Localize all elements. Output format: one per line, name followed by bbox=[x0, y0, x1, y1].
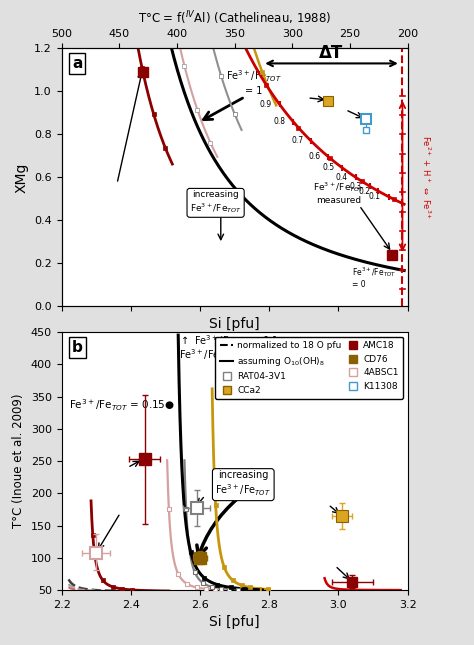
Text: increasing
Fe$^{3+}$/Fe$_{TOT}$: increasing Fe$^{3+}$/Fe$_{TOT}$ bbox=[190, 190, 241, 215]
Text: Fe$^{3+}$/Fe$_{TOT}$
= 0: Fe$^{3+}$/Fe$_{TOT}$ = 0 bbox=[352, 264, 396, 289]
Text: Fe$^{3+}$/Fe$_{TOT}$: Fe$^{3+}$/Fe$_{TOT}$ bbox=[226, 69, 282, 84]
Text: b: b bbox=[72, 340, 83, 355]
X-axis label: Si [pfu]: Si [pfu] bbox=[210, 317, 260, 332]
Text: 0.8: 0.8 bbox=[274, 117, 286, 126]
Text: 0.7: 0.7 bbox=[291, 136, 303, 145]
Y-axis label: T°C (Inoue et al. 2009): T°C (Inoue et al. 2009) bbox=[12, 394, 25, 528]
Text: a: a bbox=[72, 56, 82, 71]
Text: 0.5: 0.5 bbox=[322, 163, 334, 172]
Text: ΔT: ΔT bbox=[319, 44, 344, 62]
Text: Fe$^{3+}$/Fe$_{TOT}$ = 0.05$\bullet$: Fe$^{3+}$/Fe$_{TOT}$ = 0.05$\bullet$ bbox=[179, 348, 275, 363]
Text: increasing
Fe$^{3+}$/Fe$_{TOT}$: increasing Fe$^{3+}$/Fe$_{TOT}$ bbox=[215, 470, 271, 498]
Text: Fe$^{2+}$ + H$^+$ $\Leftrightarrow$ Fe$^{3+}$: Fe$^{2+}$ + H$^+$ $\Leftrightarrow$ Fe$^… bbox=[420, 135, 433, 219]
Text: Fe$^{3+}$/Fe$_{TOT}$
measured: Fe$^{3+}$/Fe$_{TOT}$ measured bbox=[312, 180, 365, 204]
Text: = 1: = 1 bbox=[245, 86, 262, 95]
X-axis label: T°C = f($^{IV}$Al) (Cathelineau, 1988): T°C = f($^{IV}$Al) (Cathelineau, 1988) bbox=[138, 9, 331, 27]
Text: 0.9: 0.9 bbox=[260, 100, 272, 109]
X-axis label: Si [pfu]: Si [pfu] bbox=[210, 615, 260, 630]
Text: 0.2: 0.2 bbox=[359, 186, 371, 195]
Y-axis label: XMg: XMg bbox=[15, 162, 28, 193]
Legend: normalized to 18 O pfu, assuming O$_{10}$(OH)$_8$, RAT04-3V1, CCa2, AMC18, CD76,: normalized to 18 O pfu, assuming O$_{10}… bbox=[215, 337, 403, 399]
Text: Fe$^{3+}$/Fe$_{TOT}$ = 0.15●: Fe$^{3+}$/Fe$_{TOT}$ = 0.15● bbox=[69, 398, 174, 413]
Text: $\uparrow$ Fe$^{3+}$/Fe$_{TOT}$ < 0.1: $\uparrow$ Fe$^{3+}$/Fe$_{TOT}$ < 0.1 bbox=[179, 333, 279, 349]
Text: 0.4: 0.4 bbox=[336, 173, 348, 182]
Text: 0.1: 0.1 bbox=[369, 192, 381, 201]
Text: 0.3: 0.3 bbox=[350, 182, 362, 190]
Text: 0.6: 0.6 bbox=[308, 152, 320, 161]
